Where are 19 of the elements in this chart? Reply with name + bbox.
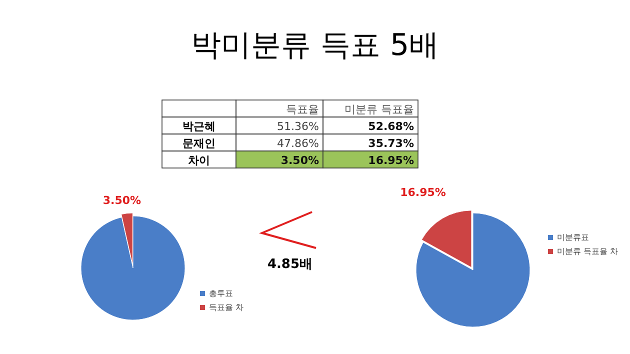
text: 52.68% bbox=[368, 120, 414, 133]
data-label: 3.50% bbox=[102, 194, 142, 207]
category-label: 문재인 bbox=[182, 137, 216, 150]
text: 16.95% bbox=[368, 154, 414, 167]
legend-label: 미분류표 bbox=[557, 233, 589, 242]
legend-label: 총투표 bbox=[209, 289, 233, 298]
text: 박미분류 득표 5배 bbox=[190, 28, 440, 63]
text: 47.86% bbox=[277, 137, 319, 150]
legend-label: 미분류 득표율 차 bbox=[557, 247, 618, 256]
category-label: 차이 bbox=[188, 154, 210, 167]
text: 35.73% bbox=[368, 137, 414, 150]
data-label: 16.95% bbox=[400, 186, 446, 199]
category-label: 득표율 bbox=[286, 103, 319, 116]
category-label: 미분류 득표율 bbox=[344, 103, 414, 116]
text: 51.36% bbox=[277, 120, 319, 133]
category-label: 박근혜 bbox=[182, 120, 216, 133]
legend-label: 득표율 차 bbox=[209, 303, 244, 312]
text: 3.50% bbox=[280, 154, 319, 167]
text: 4.85배 bbox=[267, 257, 313, 272]
